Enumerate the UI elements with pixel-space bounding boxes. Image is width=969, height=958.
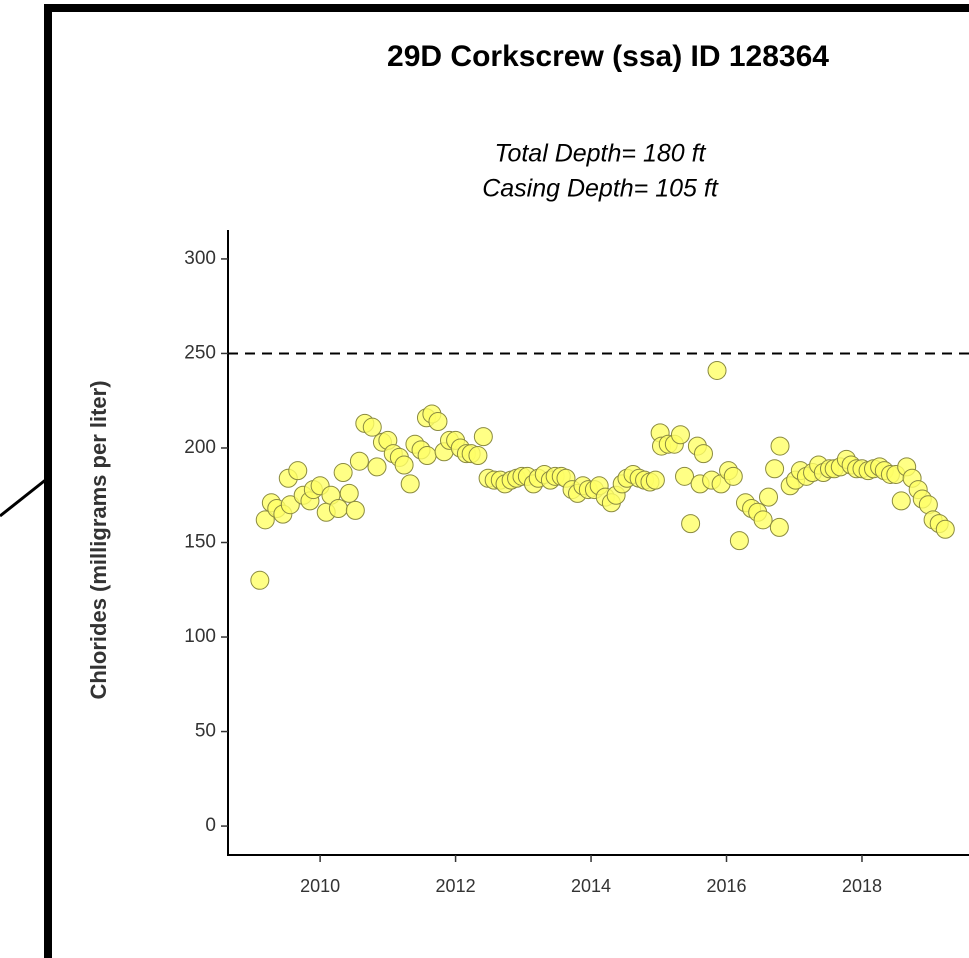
frame xyxy=(44,4,969,958)
point xyxy=(723,466,743,486)
point xyxy=(681,514,701,534)
x-tick-label: 2018 xyxy=(842,876,882,896)
point xyxy=(250,570,270,590)
point xyxy=(349,451,369,471)
point xyxy=(753,510,773,530)
point xyxy=(645,470,665,490)
point xyxy=(670,425,690,445)
point xyxy=(417,446,437,466)
point xyxy=(473,427,493,447)
y-axis-label: Chlorides (milligrams per liter) xyxy=(86,380,111,699)
y-tick-label: 100 xyxy=(184,626,216,647)
point xyxy=(255,510,275,530)
point xyxy=(935,519,955,539)
x-tick-label: 2014 xyxy=(571,876,611,896)
x-tick-label: 2016 xyxy=(706,876,746,896)
point xyxy=(675,466,695,486)
point xyxy=(693,444,713,464)
point xyxy=(428,412,448,432)
point xyxy=(333,463,353,483)
y-tick-label: 250 xyxy=(184,342,216,363)
chart-subtitle: Total Depth= 180 ft xyxy=(494,140,706,168)
x-tick-label: 2012 xyxy=(436,876,476,896)
point xyxy=(345,500,365,520)
connector-line xyxy=(0,476,49,518)
point xyxy=(765,459,785,479)
y-tick-label: 0 xyxy=(205,815,216,836)
point xyxy=(707,360,727,380)
chart-title: 29D Corkscrew (ssa) ID 128364 xyxy=(387,40,829,73)
y-tick-label: 200 xyxy=(184,437,216,458)
y-tick-label: 300 xyxy=(184,248,216,269)
point xyxy=(769,517,789,537)
point xyxy=(362,417,382,437)
chart-subtitle: Casing Depth= 105 ft xyxy=(482,175,719,203)
point xyxy=(400,474,420,494)
point xyxy=(468,446,488,466)
point xyxy=(394,455,414,475)
x-tick-label: 2010 xyxy=(300,876,340,896)
y-tick-label: 50 xyxy=(195,721,216,742)
point xyxy=(759,487,779,507)
point xyxy=(367,457,387,477)
point xyxy=(729,531,749,551)
point xyxy=(280,495,300,515)
point xyxy=(891,491,911,511)
point xyxy=(339,483,359,503)
point xyxy=(328,498,348,518)
point xyxy=(770,436,790,456)
point xyxy=(288,461,308,481)
y-tick-label: 150 xyxy=(184,532,216,553)
